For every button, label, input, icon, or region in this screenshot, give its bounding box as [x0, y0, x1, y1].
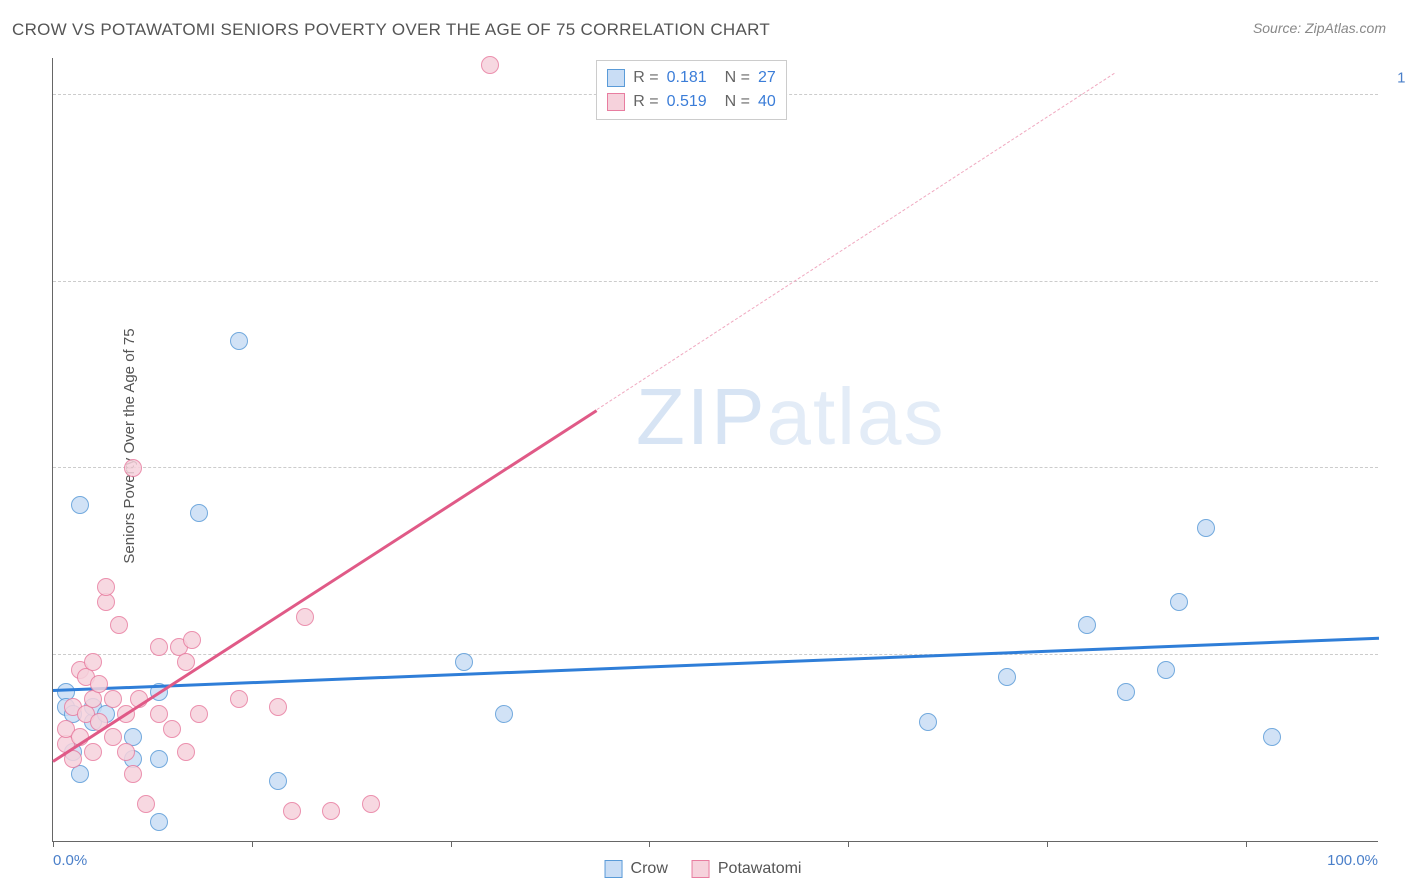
data-point: [362, 795, 380, 813]
legend-stats-row: R = 0.181 N = 27: [607, 66, 776, 90]
x-tick-label: 100.0%: [1327, 852, 1378, 869]
stat-n-value: 27: [758, 66, 776, 90]
stat-r-label: R =: [633, 66, 658, 90]
stat-n-label: N =: [725, 66, 750, 90]
trend-line: [53, 637, 1379, 692]
data-point: [124, 459, 142, 477]
y-tick-label: 100.0%: [1388, 70, 1406, 87]
data-point: [137, 795, 155, 813]
x-tick: [252, 841, 253, 847]
data-point: [150, 750, 168, 768]
data-point: [1078, 616, 1096, 634]
legend-item: Crow: [605, 860, 668, 878]
data-point: [1170, 593, 1188, 611]
legend-stats: R = 0.181 N = 27 R = 0.519 N = 40: [596, 60, 787, 120]
data-point: [124, 765, 142, 783]
stat-r-label: R =: [633, 90, 658, 114]
data-point: [97, 578, 115, 596]
data-point: [150, 813, 168, 831]
chart-title: CROW VS POTAWATOMI SENIORS POVERTY OVER …: [12, 20, 770, 40]
legend-swatch: [607, 93, 625, 111]
legend-swatch: [692, 860, 710, 878]
data-point: [998, 668, 1016, 686]
y-tick-label: 75.0%: [1388, 256, 1406, 273]
gridline: [53, 654, 1378, 655]
data-point: [455, 653, 473, 671]
x-tick-label: 0.0%: [53, 852, 87, 869]
gridline: [53, 467, 1378, 468]
data-point: [1197, 519, 1215, 537]
legend-item: Potawatomi: [692, 860, 802, 878]
legend-swatch: [605, 860, 623, 878]
data-point: [190, 504, 208, 522]
data-point: [104, 690, 122, 708]
x-tick: [848, 841, 849, 847]
legend-swatch: [607, 69, 625, 87]
data-point: [230, 332, 248, 350]
x-tick: [649, 841, 650, 847]
data-point: [190, 705, 208, 723]
legend-bottom: Crow Potawatomi: [605, 860, 802, 878]
source-attribution: Source: ZipAtlas.com: [1253, 20, 1386, 36]
legend-stats-row: R = 0.519 N = 40: [607, 90, 776, 114]
data-point: [71, 496, 89, 514]
data-point: [1157, 661, 1175, 679]
data-point: [283, 802, 301, 820]
data-point: [1117, 683, 1135, 701]
data-point: [322, 802, 340, 820]
data-point: [269, 698, 287, 716]
data-point: [269, 772, 287, 790]
data-point: [163, 720, 181, 738]
y-tick-label: 25.0%: [1388, 629, 1406, 646]
trend-line: [596, 73, 1114, 410]
data-point: [296, 608, 314, 626]
data-point: [84, 743, 102, 761]
data-point: [177, 653, 195, 671]
data-point: [919, 713, 937, 731]
data-point: [84, 653, 102, 671]
legend-label: Crow: [631, 860, 668, 878]
data-point: [117, 743, 135, 761]
data-point: [230, 690, 248, 708]
gridline: [53, 281, 1378, 282]
data-point: [177, 743, 195, 761]
scatter-plot-area: ZIPatlas 25.0%50.0%75.0%100.0%0.0%100.0%…: [52, 58, 1378, 842]
stat-n-label: N =: [725, 90, 750, 114]
stat-n-value: 40: [758, 90, 776, 114]
x-tick: [1246, 841, 1247, 847]
data-point: [1263, 728, 1281, 746]
y-tick-label: 50.0%: [1388, 443, 1406, 460]
legend-label: Potawatomi: [718, 860, 802, 878]
data-point: [481, 56, 499, 74]
data-point: [150, 705, 168, 723]
data-point: [90, 675, 108, 693]
x-tick: [53, 841, 54, 847]
data-point: [150, 638, 168, 656]
data-point: [183, 631, 201, 649]
data-point: [110, 616, 128, 634]
data-point: [104, 728, 122, 746]
data-point: [495, 705, 513, 723]
x-tick: [451, 841, 452, 847]
stat-r-value: 0.519: [667, 90, 707, 114]
x-tick: [1047, 841, 1048, 847]
watermark: ZIPatlas: [636, 371, 945, 463]
stat-r-value: 0.181: [667, 66, 707, 90]
